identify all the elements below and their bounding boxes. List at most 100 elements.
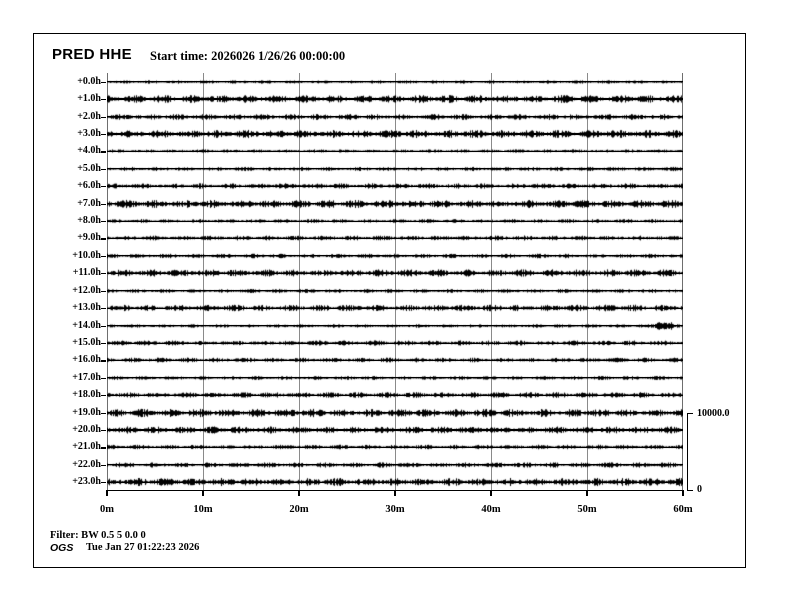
y-axis-label: +2.0h xyxy=(77,110,101,122)
y-axis-label: +6.0h xyxy=(77,180,101,192)
y-tick xyxy=(101,464,106,467)
y-axis-label: +12.0h xyxy=(72,284,101,296)
y-tick xyxy=(101,186,106,188)
y-axis-label: +9.0h xyxy=(77,232,101,244)
y-tick xyxy=(101,412,106,414)
x-axis-label: 60m xyxy=(673,504,693,515)
trace-noise xyxy=(107,229,683,248)
trace-row xyxy=(107,124,683,143)
y-axis-label: +23.0h xyxy=(72,476,101,488)
y-axis-label: +20.0h xyxy=(72,424,101,436)
trace-row xyxy=(107,212,683,231)
y-axis-label: +11.0h xyxy=(72,267,101,279)
x-tick-30m xyxy=(394,490,396,496)
x-tick-60m xyxy=(682,490,684,496)
trace-noise xyxy=(107,316,683,335)
y-tick xyxy=(101,447,106,449)
y-axis-label: +7.0h xyxy=(77,197,101,209)
y-tick xyxy=(101,377,106,379)
y-tick xyxy=(101,99,106,101)
scalebar-cap-top xyxy=(687,413,693,415)
trace-noise xyxy=(107,438,683,457)
trace-noise xyxy=(107,403,683,422)
y-axis-label: +0.0h xyxy=(77,75,101,87)
trace-noise xyxy=(107,368,683,387)
x-tick-10m xyxy=(202,490,204,496)
x-axis-label: 40m xyxy=(481,504,501,515)
trace-noise xyxy=(107,159,683,178)
trace-row xyxy=(107,438,683,457)
trace-row xyxy=(107,351,683,370)
trace-row xyxy=(107,142,683,161)
x-tick-40m xyxy=(490,490,492,496)
trace-row xyxy=(107,194,683,213)
trace-noise xyxy=(107,142,683,161)
trace-noise xyxy=(107,333,683,352)
y-tick xyxy=(101,221,106,223)
y-tick xyxy=(101,116,106,118)
render-time-label: Tue Jan 27 01:22:23 2026 xyxy=(86,542,200,553)
trace-noise xyxy=(107,90,683,109)
amplitude-scalebar: 10000.0 0 xyxy=(687,408,747,495)
trace-noise xyxy=(107,386,683,405)
page-frame xyxy=(33,33,746,568)
trace-row xyxy=(107,246,683,265)
x-tick-0m xyxy=(106,490,108,496)
x-axis-label: 50m xyxy=(577,504,597,515)
trace-row xyxy=(107,333,683,352)
trace-noise xyxy=(107,264,683,283)
y-tick xyxy=(101,290,106,292)
y-axis-label: +1.0h xyxy=(77,93,101,105)
trace-noise xyxy=(107,212,683,231)
trace-row xyxy=(107,316,683,335)
y-tick xyxy=(101,430,106,432)
trace-row xyxy=(107,299,683,318)
y-axis-label: +18.0h xyxy=(72,389,101,401)
trace-noise xyxy=(107,299,683,318)
y-axis-label: +14.0h xyxy=(72,319,101,331)
trace-noise xyxy=(107,72,683,91)
scalebar-cap-bottom xyxy=(687,489,693,491)
trace-noise xyxy=(107,421,683,440)
trace-row xyxy=(107,72,683,91)
trace-row xyxy=(107,403,683,422)
trace-noise xyxy=(107,107,683,126)
trace-row xyxy=(107,281,683,300)
y-axis-label: +13.0h xyxy=(72,302,101,314)
trace-row xyxy=(107,473,683,492)
scalebar-spine xyxy=(687,413,689,491)
x-tick-50m xyxy=(586,490,588,496)
trace-row xyxy=(107,368,683,387)
scalebar-min-label: 0 xyxy=(697,484,702,495)
x-axis-labels: 0m 10m 20m 30m 40m 50m 60m xyxy=(100,504,693,520)
trace-row xyxy=(107,177,683,196)
y-tick xyxy=(101,308,106,310)
scalebar-max-label: 10000.0 xyxy=(697,408,730,419)
y-axis-label: +22.0h xyxy=(72,458,101,470)
page-title: PRED HHE xyxy=(52,46,132,63)
y-axis-labels: +0.0h +1.0h +2.0h +3.0h +4.0h +5.0h +6.0h +7.0h… xyxy=(52,73,106,491)
x-axis-label: 20m xyxy=(289,504,309,515)
trace-row xyxy=(107,229,683,248)
y-tick xyxy=(101,395,106,397)
y-axis-label: +3.0h xyxy=(77,127,101,139)
y-tick xyxy=(101,273,106,275)
trace-noise xyxy=(107,351,683,370)
trace-row xyxy=(107,455,683,474)
trace-row xyxy=(107,107,683,126)
trace-noise xyxy=(107,124,683,143)
y-tick xyxy=(101,342,106,345)
y-tick xyxy=(101,81,106,83)
y-tick xyxy=(101,238,106,240)
helicorder-plot xyxy=(106,72,684,496)
trace-row xyxy=(107,421,683,440)
y-axis-label: +8.0h xyxy=(77,215,101,227)
trace-row xyxy=(107,159,683,178)
y-tick xyxy=(101,325,106,327)
y-axis-label: +21.0h xyxy=(72,441,101,453)
trace-noise xyxy=(107,246,683,265)
y-axis-label: +5.0h xyxy=(77,162,101,174)
x-axis-label: 10m xyxy=(193,504,213,515)
y-axis-label: +17.0h xyxy=(72,371,101,383)
trace-noise xyxy=(107,281,683,300)
